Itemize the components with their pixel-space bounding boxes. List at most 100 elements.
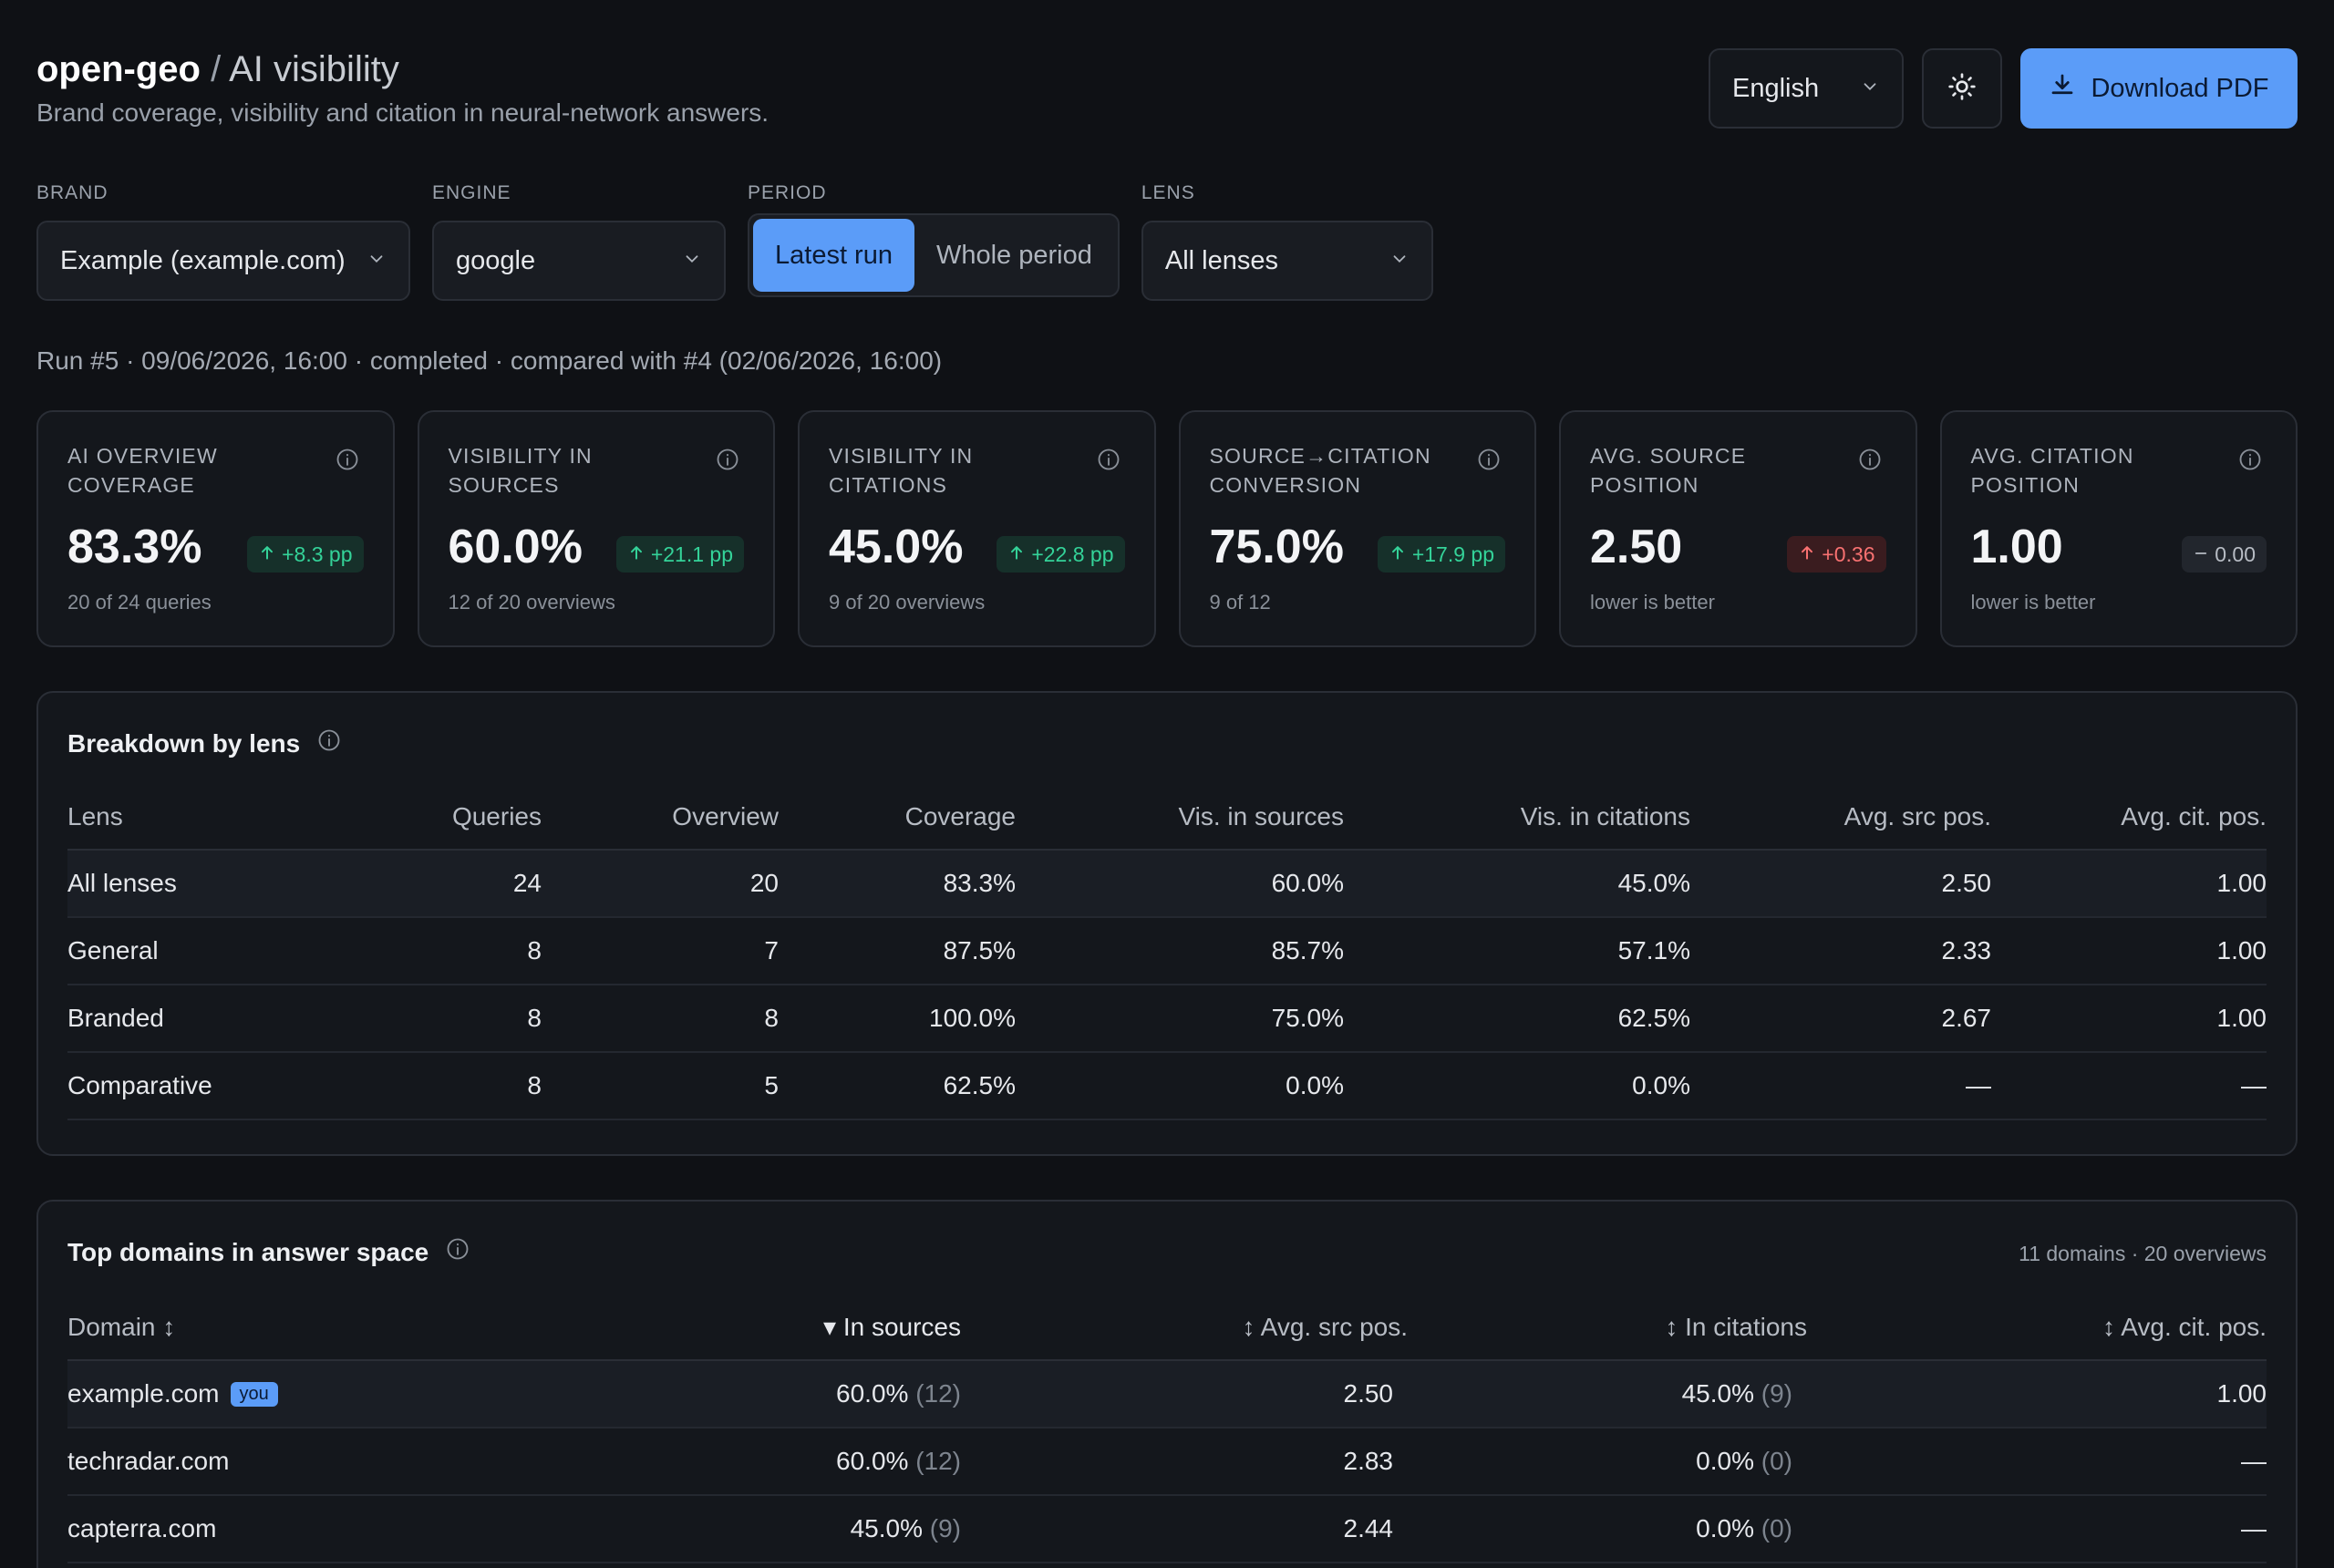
table-cell: Branded [67,985,323,1053]
top-domains-title-text: Top domains in answer space [67,1237,429,1266]
brand-select[interactable]: Example (example.com) [36,221,410,301]
sortable-column-header[interactable]: ↕ Avg. src pos. [961,1295,1408,1361]
table-header-row: Lens Queries Overview Coverage Vis. in sourc… [67,784,2267,851]
table-cell: 85.7% [1016,917,1344,985]
period-latest-run[interactable]: Latest run [753,219,914,292]
kpi-delta-value: +8.3 pp [282,542,353,566]
info-icon[interactable] [1096,447,1121,477]
column-header: Overview [542,784,779,851]
kpi-delta-badge: +22.8 pp [997,536,1125,573]
theme-toggle-button[interactable] [1922,48,2002,129]
kpi-delta-value: +21.1 pp [650,542,733,566]
engine-select-value: google [456,245,536,275]
citations-count: (9) [1761,1379,1792,1408]
brand-select-value: Example (example.com) [60,245,346,275]
table-row[interactable]: Branded 8 8 100.0% 75.0% 62.5% 2.67 1.00 [67,985,2267,1053]
brand-filter-label: BRAND [36,182,108,203]
top-domains-title: Top domains in answer space [67,1236,470,1268]
table-cell: 8 [542,985,779,1053]
language-select[interactable]: English [1709,48,1904,129]
period-filter-label: PERIOD [748,182,827,203]
cit-pos-cell: — [1807,1495,2267,1563]
download-pdf-button[interactable]: Download PDF [2020,48,2298,129]
table-cell: 2.50 [1690,850,1991,918]
engine-select[interactable]: google [432,221,726,301]
column-header: Coverage [779,784,1016,851]
you-badge: you [230,1382,278,1407]
table-cell: 57.1% [1344,917,1690,985]
table-cell: — [1690,1052,1991,1120]
page-header: open-geo / AI visibility Brand coverage,… [36,46,769,128]
kpi-delta-value: +17.9 pp [1411,542,1494,566]
table-row[interactable]: Comparative 8 5 62.5% 0.0% 0.0% — — [67,1052,2267,1120]
kpi-card: VISIBILITY IN SOURCES 60.0% +21.1 pp 12 … [417,410,775,647]
table-cell: 2.33 [1690,917,1991,985]
sortable-column-header[interactable]: ↕ Avg. cit. pos. [1807,1295,2267,1361]
kpi-card: AVG. CITATION POSITION 1.00 0.00 lower i… [1939,410,2298,647]
citations-percent: 0.0% [1696,1447,1754,1475]
kpi-value: 45.0% [829,521,964,573]
engine-filter: ENGINE google [432,182,726,301]
info-icon[interactable] [1476,447,1502,477]
sources-cell: 45.0% (9) [633,1495,961,1563]
sortable-column-header[interactable]: Domain ↕ [67,1295,633,1361]
sortable-column-header[interactable]: ↕ In citations [1408,1295,1807,1361]
sortable-column-header[interactable]: ▾ In sources [633,1295,961,1361]
table-cell: 100.0% [779,985,1016,1053]
table-row[interactable]: example.com you 60.0% (12) 2.50 45.0% (9)… [67,1360,2267,1429]
sources-cell: 60.0% (12) [633,1360,961,1429]
table-row[interactable]: techradar.com 60.0% (12) 2.83 0.0% (0) — [67,1428,2267,1496]
kpi-value: 60.0% [448,521,583,573]
sources-count: (9) [929,1514,961,1542]
top-domains-table: Domain ↕ ▾ In sources ↕ Avg. src pos. ↕ In … [67,1295,2267,1563]
table-cell: 87.5% [779,917,1016,985]
engine-filter-label: ENGINE [432,182,511,203]
citations-count: (0) [1761,1514,1792,1542]
info-icon[interactable] [1857,447,1883,477]
table-cell: 83.3% [779,850,1016,918]
kpi-subtext: lower is better [1970,591,2096,614]
domain-cell: techradar.com [67,1428,633,1496]
table-cell: Comparative [67,1052,323,1120]
kpi-subtext: 12 of 20 overviews [448,591,615,614]
lens-select-value: All lenses [1164,245,1278,275]
kpi-delta-badge: +17.9 pp [1377,536,1505,573]
citations-percent: 45.0% [1681,1379,1754,1408]
kpi-label: VISIBILITY IN SOURCES [448,444,593,497]
citations-count: (0) [1761,1447,1792,1475]
table-row[interactable]: General 8 7 87.5% 85.7% 57.1% 2.33 1.00 [67,917,2267,985]
table-row[interactable]: All lenses 24 20 83.3% 60.0% 45.0% 2.50 1.00 [67,850,2267,918]
domain-cell: example.com you [67,1360,633,1429]
info-icon[interactable] [715,447,740,477]
table-cell: 7 [542,917,779,985]
citations-percent: 0.0% [1696,1514,1754,1542]
kpi-delta-value: 0.00 [2215,542,2256,566]
page-title: open-geo / AI visibility [36,46,769,93]
kpi-card: SOURCE→CITATION CONVERSION 75.0% +17.9 p… [1178,410,1536,647]
lens-select[interactable]: All lenses [1141,221,1433,301]
cit-pos-cell: — [1807,1428,2267,1496]
brand-filter: BRAND Example (example.com) [36,182,410,301]
kpi-subtext: 20 of 24 queries [67,591,212,614]
kpi-subtext: 9 of 12 [1209,591,1271,614]
period-whole-period[interactable]: Whole period [935,240,1092,270]
column-header: Avg. cit. pos. [1991,784,2267,851]
domain-name: capterra.com [67,1514,217,1542]
kpi-delta-badge: +0.36 [1787,536,1886,573]
table-cell: 0.0% [1344,1052,1690,1120]
chevron-down-icon [1389,246,1410,276]
info-icon[interactable] [335,447,360,477]
info-icon[interactable] [445,1236,470,1268]
lens-breakdown-panel: Breakdown by lens Lens Queries Overview Cov… [36,691,2298,1156]
info-icon[interactable] [316,727,342,759]
citations-cell: 45.0% (9) [1408,1360,1807,1429]
kpi-delta-badge: 0.00 [2182,536,2267,573]
language-value: English [1732,73,1820,103]
kpi-label: VISIBILITY IN CITATIONS [829,444,974,497]
sources-count: (12) [915,1447,961,1475]
src-pos-cell: 2.83 [961,1428,1408,1496]
table-row[interactable]: capterra.com 45.0% (9) 2.44 0.0% (0) — [67,1495,2267,1563]
table-cell: All lenses [67,850,323,918]
kpi-value: 83.3% [67,521,202,573]
info-icon[interactable] [2237,447,2263,477]
